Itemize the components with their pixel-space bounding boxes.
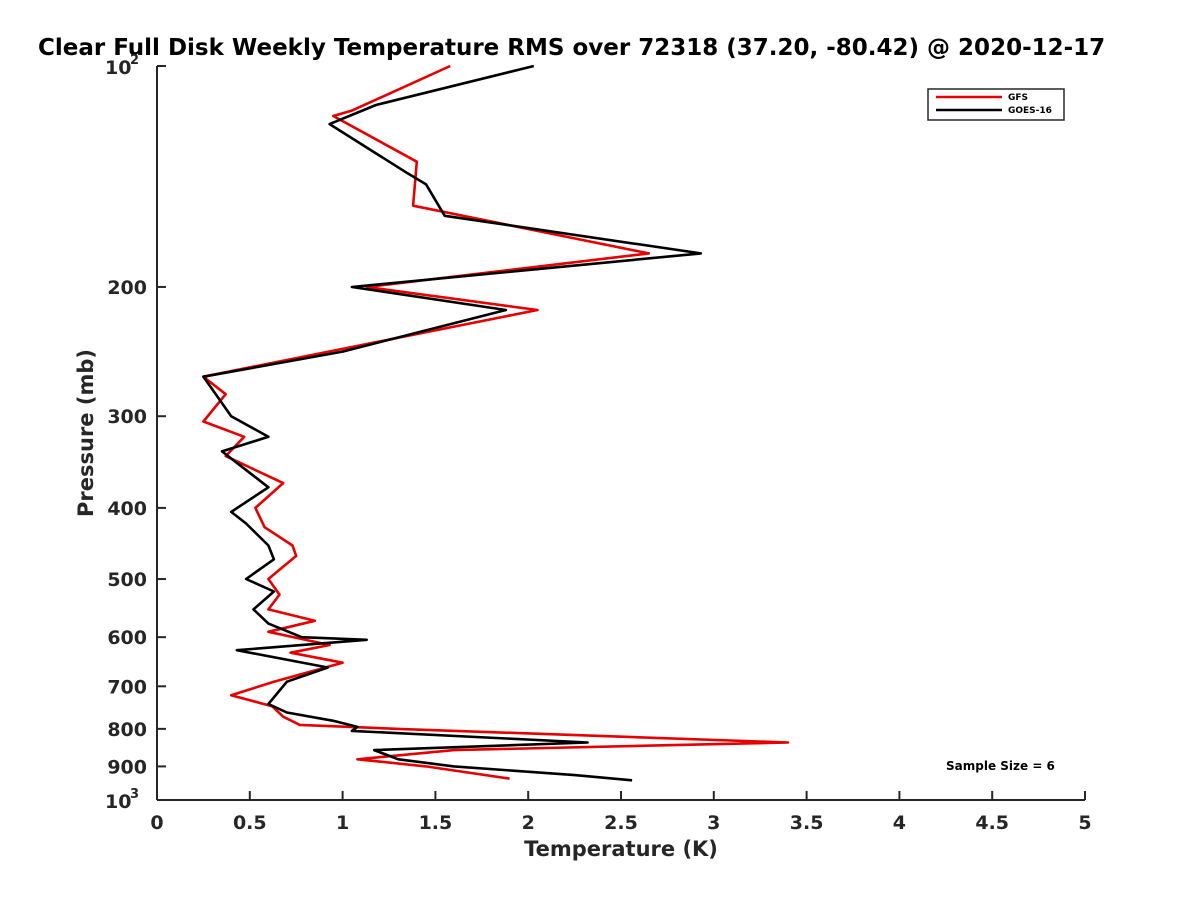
x-tick-label: 2.5 [604, 812, 638, 834]
x-tick-label: 5 [1078, 812, 1091, 834]
chart-title: Clear Full Disk Weekly Temperature RMS o… [38, 35, 1105, 61]
y-tick-label: 10 [105, 57, 131, 79]
y-axis-label: Pressure (mb) [74, 349, 98, 517]
x-tick-label: 4.5 [975, 812, 1009, 834]
x-axis-label: Temperature (K) [524, 837, 718, 861]
legend: GFS GOES-16 [927, 88, 1065, 121]
y-tick-label: 200 [107, 277, 147, 299]
y-tick-exponent: 3 [130, 787, 139, 802]
y-tick-label: 900 [107, 756, 147, 778]
x-tick-label: 2 [522, 812, 535, 834]
y-tick-label: 300 [107, 406, 147, 428]
y-tick-label: 500 [107, 569, 147, 591]
y-tick-label: 700 [107, 676, 147, 698]
x-tick-label: 1.5 [419, 812, 453, 834]
legend-box [927, 88, 1065, 121]
x-tick-label: 3.5 [790, 812, 824, 834]
series-line-gfs [202, 64, 790, 780]
legend-label-gfs: GFS [1008, 93, 1028, 103]
x-axis-ticks: 0 0.5 1 1.5 2 2.5 3 3.5 4 4.5 5 [150, 791, 1092, 834]
legend-label-goes-16: GOES-16 [1008, 106, 1052, 116]
y-tick-label: 800 [107, 719, 147, 741]
y-tick-exponent: 2 [130, 53, 139, 68]
x-tick-label: 0 [150, 812, 163, 834]
x-tick-label: 4 [893, 812, 906, 834]
sample-size-note: Sample Size = 6 [946, 759, 1055, 773]
plot-frame [156, 66, 1085, 801]
y-tick-label: 10 [105, 791, 131, 813]
x-tick-label: 0.5 [233, 812, 267, 834]
x-tick-label: 1 [336, 812, 349, 834]
y-tick-label: 600 [107, 627, 147, 649]
x-tick-label: 3 [707, 812, 720, 834]
series-layer [202, 64, 790, 782]
series-line-goes-16 [202, 64, 703, 782]
y-tick-label: 400 [107, 498, 147, 520]
